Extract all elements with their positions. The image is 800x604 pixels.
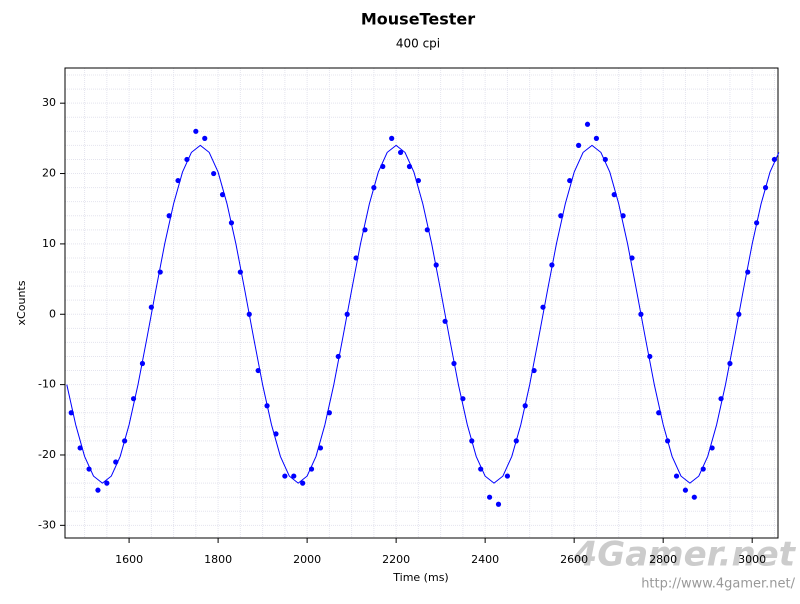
- y-tick-label: -20: [38, 448, 56, 461]
- x-tick-label: 2000: [293, 553, 321, 566]
- data-point: [237, 269, 243, 275]
- data-point: [389, 135, 395, 141]
- y-tick-label: -10: [38, 378, 56, 391]
- data-point: [157, 269, 163, 275]
- data-point: [486, 494, 493, 500]
- data-point: [308, 466, 315, 472]
- x-axis-label: Time (ms): [392, 571, 448, 584]
- data-point: [300, 480, 306, 486]
- y-tick-label: -30: [38, 518, 56, 531]
- data-point: [771, 156, 778, 163]
- y-tick-label: 20: [42, 167, 56, 180]
- data-point: [584, 121, 591, 127]
- x-tick-label: 3000: [738, 553, 766, 566]
- data-point: [593, 135, 600, 141]
- x-tick-label: 1600: [115, 553, 143, 566]
- data-point: [495, 501, 502, 507]
- x-tick-label: 2200: [382, 553, 410, 566]
- data-point: [691, 494, 697, 500]
- x-tick-label: 2800: [649, 553, 677, 566]
- data-point: [202, 135, 208, 141]
- plot-frame: [64, 67, 779, 539]
- watermark-url: http://www.4gamer.net/: [641, 577, 795, 592]
- data-point: [673, 473, 680, 479]
- chart-subtitle: 400 cpi: [396, 37, 440, 51]
- data-point: [86, 466, 92, 472]
- data-point: [193, 128, 199, 134]
- data-point: [504, 473, 510, 479]
- x-tick-label: 2600: [560, 553, 588, 566]
- data-line: [66, 144, 780, 484]
- data-point: [647, 353, 653, 360]
- data-point: [397, 149, 404, 156]
- data-point: [282, 473, 288, 479]
- y-tick-label: 30: [42, 96, 56, 109]
- x-tick-label: 1800: [204, 553, 232, 566]
- y-axis-label: xCounts: [15, 280, 28, 325]
- data-point: [745, 269, 751, 275]
- x-tick-label: 2400: [471, 553, 499, 566]
- watermark-logo: 4Gamer.net: [573, 535, 797, 575]
- data-point: [682, 487, 689, 493]
- data-point: [291, 473, 297, 479]
- data-point: [104, 480, 110, 486]
- chart-title: MouseTester: [361, 10, 475, 29]
- y-tick-label: 0: [49, 307, 56, 320]
- data-point: [95, 487, 101, 493]
- data-point: [335, 353, 341, 360]
- y-tick-label: 10: [42, 237, 56, 250]
- data-point: [211, 170, 217, 177]
- data-point: [576, 142, 582, 148]
